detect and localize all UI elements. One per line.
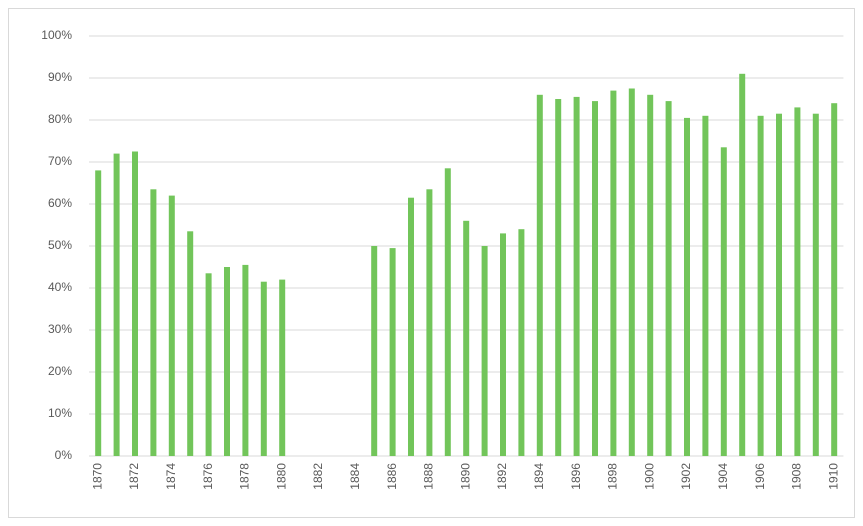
x-tick-label: 1882 <box>311 463 325 490</box>
bar <box>95 170 102 456</box>
bar <box>389 248 396 456</box>
x-tick-label: 1878 <box>238 463 252 490</box>
x-tick-label: 1894 <box>532 463 546 490</box>
bar <box>628 88 635 456</box>
bar <box>260 281 267 456</box>
bar <box>647 94 654 457</box>
bar <box>132 151 138 456</box>
x-tick-label: 1870 <box>90 463 104 490</box>
bar <box>794 107 801 457</box>
x-tick-label: 1874 <box>164 463 178 490</box>
y-tick-label: 80% <box>48 112 72 126</box>
bar <box>536 94 543 457</box>
bar <box>776 113 782 456</box>
bar <box>150 189 157 457</box>
y-tick-label: 10% <box>48 406 72 420</box>
bar <box>831 103 838 456</box>
bar <box>665 101 672 456</box>
y-tick-label: 60% <box>48 196 72 210</box>
bar <box>812 113 819 456</box>
y-tick-label: 0% <box>55 448 73 462</box>
bar <box>720 147 727 457</box>
bar <box>592 101 598 456</box>
bar <box>555 99 562 456</box>
x-tick-label: 1886 <box>385 463 399 490</box>
y-tick-label: 100% <box>41 28 72 42</box>
x-tick-label: 1888 <box>422 463 436 490</box>
x-tick-label: 1896 <box>569 463 583 490</box>
y-tick-label: 20% <box>48 364 72 378</box>
bar <box>205 273 212 456</box>
x-tick-label: 1908 <box>790 463 804 490</box>
bar <box>500 233 506 456</box>
bar <box>463 220 470 456</box>
bar <box>444 168 451 457</box>
bar <box>481 246 488 456</box>
y-tick-label: 40% <box>48 280 72 294</box>
bar <box>739 73 746 457</box>
x-tick-label: 1880 <box>274 463 288 490</box>
bar <box>518 229 525 456</box>
bar <box>371 246 378 456</box>
x-tick-label: 1910 <box>826 463 840 490</box>
y-tick-label: 70% <box>48 154 72 168</box>
bar <box>113 153 120 456</box>
y-tick-label: 90% <box>48 70 72 84</box>
bar <box>279 279 286 456</box>
bar <box>224 267 230 456</box>
bar <box>702 115 709 457</box>
x-tick-label: 1892 <box>495 463 509 490</box>
bar <box>684 117 690 457</box>
bar <box>573 96 580 457</box>
x-tick-label: 1872 <box>127 463 141 490</box>
bar <box>426 189 433 457</box>
bar <box>187 231 194 456</box>
bar <box>757 115 764 457</box>
x-tick-label: 1884 <box>348 463 362 490</box>
bar <box>242 264 249 456</box>
y-tick-label: 50% <box>48 238 72 252</box>
bar <box>408 197 414 456</box>
x-tick-label: 1890 <box>458 463 472 490</box>
x-tick-label: 1906 <box>753 463 767 490</box>
bar <box>610 90 617 456</box>
x-tick-label: 1900 <box>642 463 656 490</box>
y-tick-label: 30% <box>48 322 72 336</box>
x-tick-label: 1898 <box>606 463 620 490</box>
x-tick-label: 1876 <box>201 463 215 490</box>
x-tick-label: 1902 <box>679 463 693 490</box>
x-tick-label: 1904 <box>716 463 730 490</box>
bar <box>168 195 175 456</box>
